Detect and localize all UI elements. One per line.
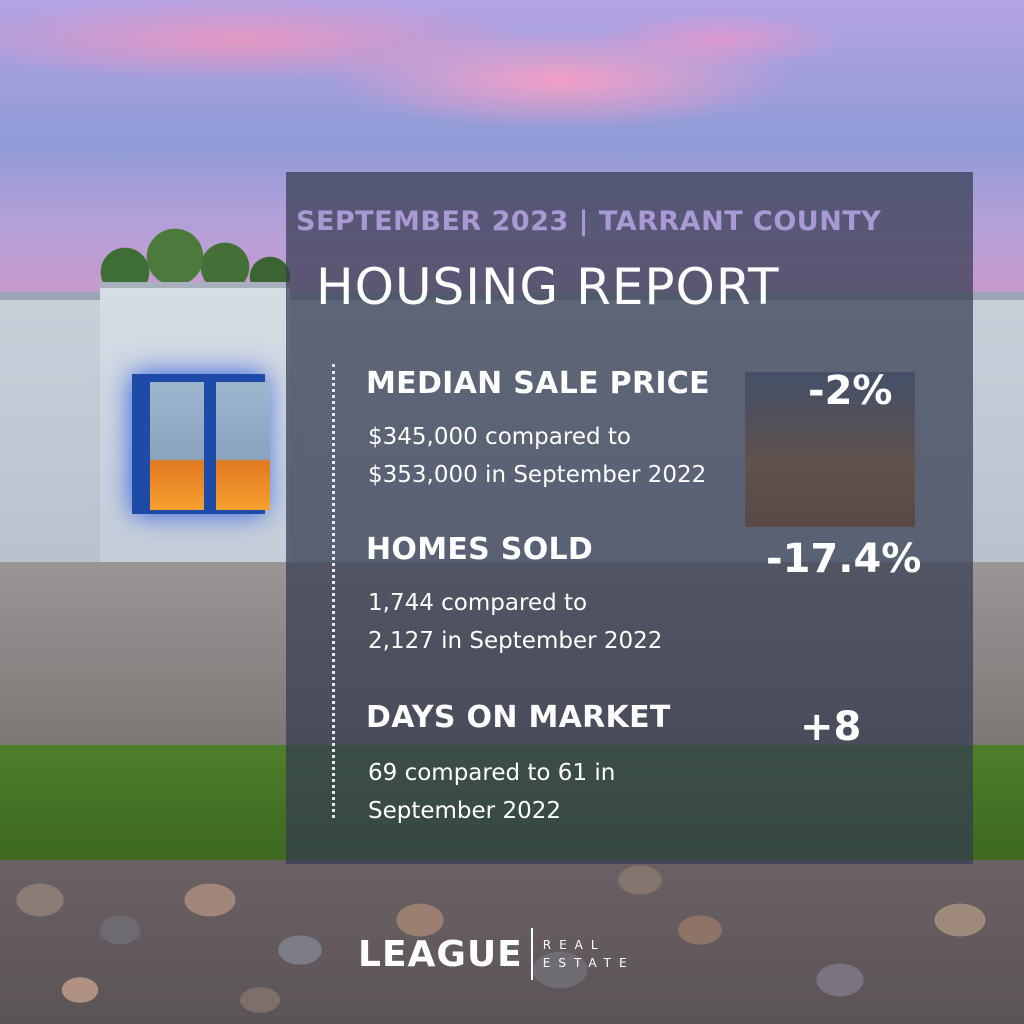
stat-change-days-on-market: +8 (800, 704, 862, 750)
stat-desc-line: 1,744 compared to (368, 590, 588, 616)
stat-desc-line: $345,000 compared to (368, 424, 631, 450)
sky-clouds (0, 0, 1024, 170)
window-pane (150, 382, 204, 510)
logo-wordmark: LEAGUE (358, 933, 523, 975)
stat-desc-line: 69 compared to 61 in (368, 760, 616, 786)
report-panel (286, 172, 973, 864)
stat-desc-homes-sold: 1,744 compared to 2,127 in September 202… (368, 584, 818, 660)
stat-change-homes-sold: -17.4% (766, 536, 922, 582)
river-rocks (0, 860, 1024, 1024)
logo-subtext: REAL ESTATE (543, 936, 635, 972)
stat-heading-median-sale-price: MEDIAN SALE PRICE (366, 366, 710, 401)
logo-subtext-line: REAL (542, 938, 606, 952)
stat-change-median-sale-price: -2% (808, 368, 893, 414)
stat-heading-days-on-market: DAYS ON MARKET (366, 700, 671, 735)
stat-heading-homes-sold: HOMES SOLD (366, 532, 594, 567)
report-subtitle: SEPTEMBER 2023 | TARRANT COUNTY (296, 206, 882, 237)
stat-desc-days-on-market: 69 compared to 61 in September 2022 (368, 754, 818, 830)
report-title: HOUSING REPORT (316, 258, 780, 316)
league-real-estate-logo: LEAGUE REAL ESTATE (358, 926, 635, 982)
stat-desc-line: $353,000 in September 2022 (368, 462, 707, 488)
window-pane (216, 382, 270, 510)
house-window-left (132, 374, 270, 514)
stat-desc-line: 2,127 in September 2022 (368, 628, 663, 654)
dotted-divider (332, 364, 335, 818)
stat-desc-median-sale-price: $345,000 compared to $353,000 in Septemb… (368, 418, 818, 494)
logo-divider (530, 928, 533, 980)
logo-subtext-line: ESTATE (542, 956, 635, 970)
stat-desc-line: September 2022 (368, 798, 561, 824)
